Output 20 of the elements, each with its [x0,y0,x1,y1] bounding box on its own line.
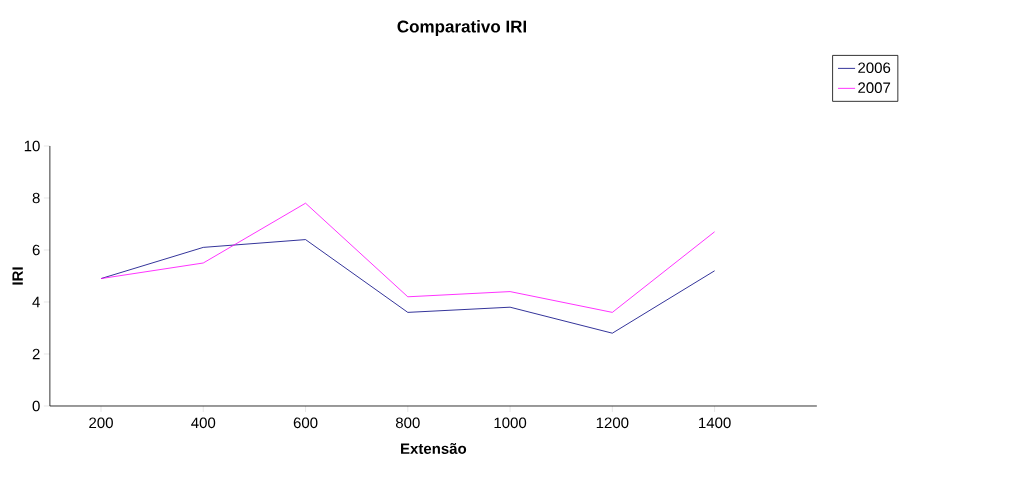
x-tick-label: 1200 [596,417,629,429]
y-axis-title: IRI [12,267,23,285]
x-tick-label: 800 [395,417,420,429]
y-tick-label: 0 [32,400,40,412]
line-series [100,239,715,334]
x-tick-label: 1000 [494,417,527,429]
y-tick-label: 4 [32,296,40,308]
legend-label: 2006 [858,62,891,74]
chart-title: Comparativo IRI [397,20,527,36]
x-tick-label: 400 [191,417,216,429]
y-tick-label: 10 [24,140,40,152]
x-axis-title: Extensão [401,443,467,454]
legend-label: 2007 [858,82,891,93]
x-tick-label: 200 [89,417,113,429]
y-tick-label: 8 [32,192,40,204]
x-tick-label: 1400 [699,417,731,429]
y-tick-label: 2 [32,348,40,360]
x-tick-label: 600 [293,417,318,429]
y-tick-label: 6 [32,244,40,256]
line-series [100,202,715,313]
